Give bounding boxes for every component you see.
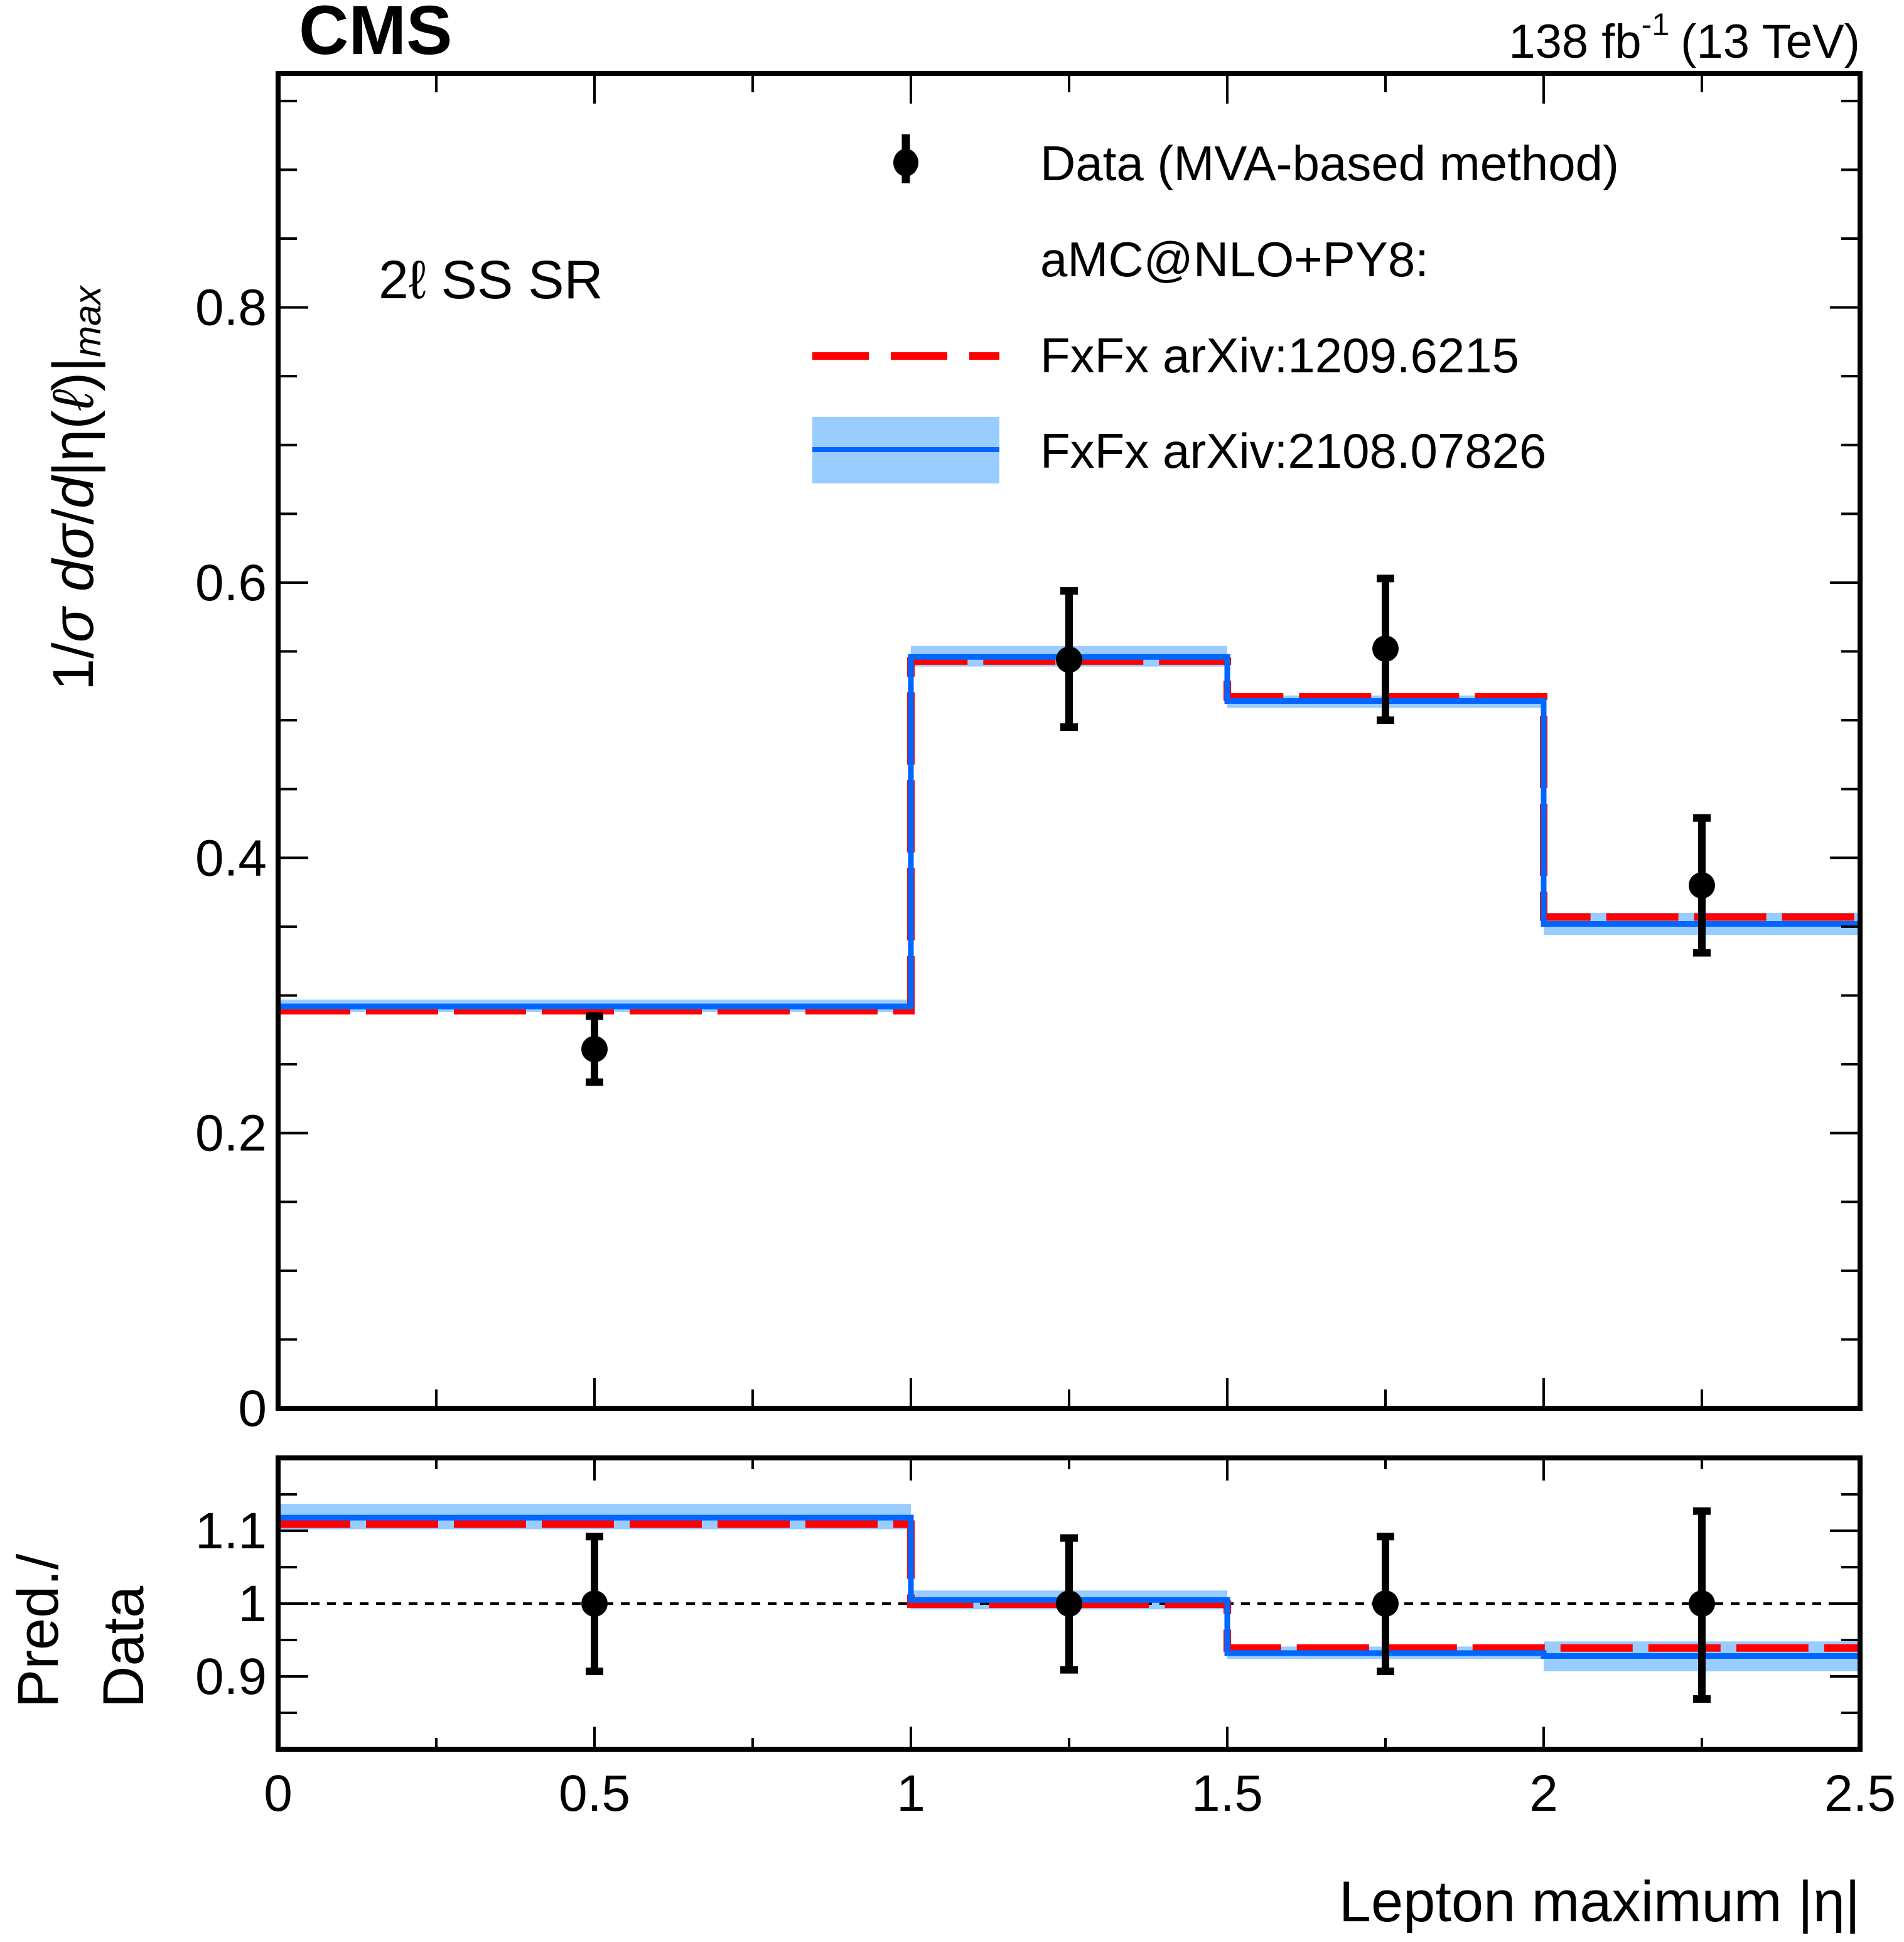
y-axis-title-sigma: σ d (41, 558, 105, 642)
main-data-errorcap-top (1377, 575, 1394, 583)
ratio-y-tick-label: 1 (238, 1575, 267, 1632)
main-data-errorcap-bottom (586, 1078, 603, 1086)
ratio-data-errorcap-bottom (1377, 1667, 1394, 1675)
y-axis-title-max: max (67, 284, 109, 357)
ratio-data-errorcap-top (1377, 1533, 1394, 1541)
legend-data-label: Data (MVA-based method) (1040, 136, 1619, 191)
main-data-point (581, 1035, 608, 1062)
ratio-data-errorcap-bottom (1060, 1666, 1078, 1674)
x-tick-label: 2.5 (1824, 1765, 1896, 1822)
main-line-layer (278, 654, 1860, 1015)
x-axis-title: Lepton maximum |η| (1339, 1870, 1860, 1934)
legend-generator-label: aMC@NLO+PY8: (1040, 232, 1429, 287)
y-axis-title-ell: ℓ (41, 389, 105, 411)
legend: Data (MVA-based method) aMC@NLO+PY8: FxF… (812, 134, 1619, 483)
x-tick-label: 0.5 (559, 1765, 630, 1822)
ratio-data-errorcap-bottom (1693, 1695, 1711, 1703)
main-y-tick-label: 0.2 (195, 1105, 267, 1162)
region-label: 2ℓ SS SR (379, 250, 603, 310)
y-axis-title-dsigma: σ (41, 522, 105, 559)
legend-fxfx-new-label: FxFx arXiv:2108.07826 (1040, 423, 1546, 478)
ratio-data-point (1056, 1590, 1082, 1617)
ratio-data-points (581, 1507, 1715, 1703)
legend-entry-fxfx-new: FxFx arXiv:2108.07826 (812, 417, 1546, 483)
main-data-point (1372, 635, 1399, 662)
lumi-value: 138 fb (1509, 15, 1641, 68)
main-y-tick-label: 0.6 (195, 554, 267, 612)
lumi-exponent: -1 (1642, 7, 1669, 42)
ratio-y-axis-title-line2: Data (92, 1585, 156, 1708)
ratio-fxfx-new-line (278, 1514, 1860, 1659)
ratio-data-errorcap-top (586, 1533, 603, 1541)
legend-entry-data: Data (MVA-based method) (893, 134, 1619, 191)
ratio-data-errorcap-top (1693, 1507, 1711, 1515)
ratio-y-axis-title-line1: Pred./ (6, 1553, 70, 1708)
main-data-points (581, 575, 1715, 1086)
ratio-y-tick-label: 0.9 (195, 1648, 267, 1705)
ratio-axes: 0.9 1 1.1 0 0.5 1 1.5 2 2.5 (195, 1455, 1896, 1822)
ratio-data-errorcap-bottom (586, 1667, 603, 1675)
main-data-errorcap-bottom (1377, 716, 1394, 725)
ratio-y-tick-label: 1.1 (195, 1502, 267, 1560)
ratio-data-point (1372, 1590, 1399, 1617)
main-axes: 0 0.2 0.4 0.6 0.8 (195, 71, 1863, 1437)
y-axis-title-slash: / (41, 509, 105, 525)
y-axis-title: 1/σ dσ/d|η(ℓ)|max (41, 284, 109, 691)
main-data-errorcap-bottom (1693, 949, 1711, 957)
legend-data-marker (893, 149, 918, 176)
main-data-errorcap-top (586, 1012, 603, 1020)
y-axis-title-d: d (41, 475, 105, 509)
energy-value: (13 TeV) (1681, 15, 1860, 68)
x-tick-label: 2 (1529, 1765, 1558, 1822)
x-tick-label: 0 (264, 1765, 293, 1822)
ratio-data-point (581, 1590, 608, 1617)
main-data-point (1689, 872, 1715, 899)
x-tick-label: 1 (896, 1765, 925, 1822)
legend-fxfx-old-label: FxFx arXiv:1209.6215 (1040, 328, 1519, 383)
legend-entry-fxfx-old: FxFx arXiv:1209.6215 (812, 328, 1519, 383)
main-data-point (1056, 646, 1082, 673)
y-axis-title-close: )| (41, 357, 105, 392)
main-data-errorcap-bottom (1060, 723, 1078, 731)
main-y-tick-label: 0 (238, 1380, 267, 1437)
experiment-label: CMS (299, 0, 452, 69)
luminosity-label: 138 fb-1 (13 TeV) (1509, 7, 1860, 68)
main-fxfx-new-line (278, 654, 1860, 1010)
main-y-tick-label: 0.8 (195, 279, 267, 337)
main-y-tick-label: 0.4 (195, 829, 267, 887)
ratio-line-layer (278, 1514, 1860, 1659)
y-axis-title-prefix: 1/ (41, 642, 105, 691)
main-data-errorcap-top (1693, 814, 1711, 822)
y-axis-title-eta: |η( (41, 410, 105, 477)
ratio-data-errorcap-top (1060, 1534, 1078, 1542)
ratio-data-point (1689, 1590, 1715, 1617)
main-data-errorcap-top (1060, 587, 1078, 595)
x-tick-label: 1.5 (1191, 1765, 1263, 1822)
